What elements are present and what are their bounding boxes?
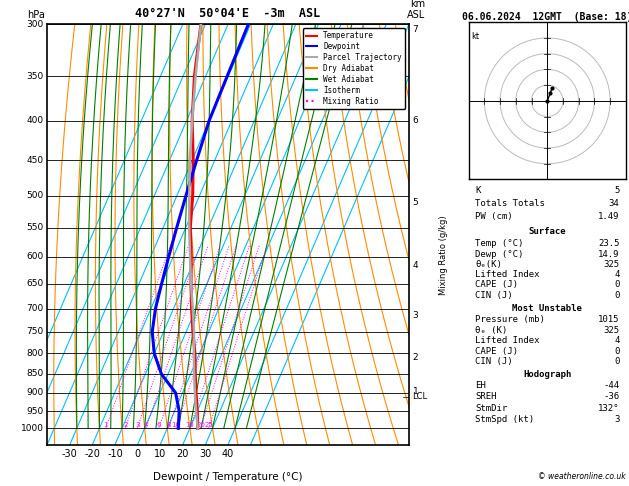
Text: 325: 325 xyxy=(603,260,620,269)
Text: 950: 950 xyxy=(26,407,43,416)
Text: PW (cm): PW (cm) xyxy=(475,212,513,221)
Text: StmSpd (kt): StmSpd (kt) xyxy=(475,415,534,424)
Text: LCL: LCL xyxy=(413,392,428,401)
Text: 6: 6 xyxy=(157,422,161,428)
Text: 5: 5 xyxy=(413,198,418,207)
Text: 0: 0 xyxy=(135,449,141,459)
Text: 750: 750 xyxy=(26,327,43,336)
Text: 5: 5 xyxy=(614,187,620,195)
Legend: Temperature, Dewpoint, Parcel Trajectory, Dry Adiabat, Wet Adiabat, Isotherm, Mi: Temperature, Dewpoint, Parcel Trajectory… xyxy=(303,28,405,109)
Text: Lifted Index: Lifted Index xyxy=(475,336,540,345)
Text: 1015: 1015 xyxy=(598,315,620,324)
Text: 0: 0 xyxy=(614,357,620,366)
Text: -10: -10 xyxy=(107,449,123,459)
Text: 4: 4 xyxy=(614,270,620,279)
Text: 3: 3 xyxy=(413,311,418,320)
Text: 1: 1 xyxy=(104,422,108,428)
Text: -44: -44 xyxy=(603,381,620,390)
Text: 450: 450 xyxy=(26,156,43,165)
Text: 14.9: 14.9 xyxy=(598,249,620,259)
Text: K: K xyxy=(475,187,481,195)
Text: 800: 800 xyxy=(26,349,43,358)
Text: © weatheronline.co.uk: © weatheronline.co.uk xyxy=(538,472,626,481)
Text: Hodograph: Hodograph xyxy=(523,370,571,379)
Text: 1000: 1000 xyxy=(21,424,43,433)
Text: 40: 40 xyxy=(222,449,234,459)
Text: 23.5: 23.5 xyxy=(598,239,620,248)
Text: SREH: SREH xyxy=(475,392,496,401)
Text: 7: 7 xyxy=(413,25,418,35)
Text: 650: 650 xyxy=(26,279,43,288)
Text: 500: 500 xyxy=(26,191,43,200)
Text: 350: 350 xyxy=(26,71,43,81)
Text: -36: -36 xyxy=(603,392,620,401)
Text: CIN (J): CIN (J) xyxy=(475,357,513,366)
Text: 3: 3 xyxy=(614,415,620,424)
Text: 900: 900 xyxy=(26,388,43,398)
Text: Dewp (°C): Dewp (°C) xyxy=(475,249,523,259)
Text: 20: 20 xyxy=(177,449,189,459)
Text: 700: 700 xyxy=(26,304,43,313)
Text: 4: 4 xyxy=(614,336,620,345)
Text: CAPE (J): CAPE (J) xyxy=(475,280,518,289)
Text: km
ASL: km ASL xyxy=(407,0,425,20)
Text: 40°27'N  50°04'E  -3m  ASL: 40°27'N 50°04'E -3m ASL xyxy=(135,7,321,20)
Text: EH: EH xyxy=(475,381,486,390)
Text: 400: 400 xyxy=(26,116,43,125)
Text: 8: 8 xyxy=(166,422,170,428)
Text: 3: 3 xyxy=(135,422,140,428)
Text: θₑ(K): θₑ(K) xyxy=(475,260,502,269)
Text: 6: 6 xyxy=(413,116,418,125)
Text: 20: 20 xyxy=(196,422,205,428)
Text: -20: -20 xyxy=(84,449,100,459)
Text: 10: 10 xyxy=(172,422,181,428)
Text: Pressure (mb): Pressure (mb) xyxy=(475,315,545,324)
Text: 325: 325 xyxy=(603,326,620,334)
Text: 1.49: 1.49 xyxy=(598,212,620,221)
Text: Most Unstable: Most Unstable xyxy=(512,304,582,313)
Text: 10: 10 xyxy=(154,449,166,459)
Text: 0: 0 xyxy=(614,347,620,356)
Text: 15: 15 xyxy=(186,422,194,428)
Text: kt: kt xyxy=(472,32,480,41)
Text: 30: 30 xyxy=(199,449,211,459)
Text: 600: 600 xyxy=(26,252,43,261)
Text: 850: 850 xyxy=(26,369,43,378)
Text: 34: 34 xyxy=(609,199,620,208)
Text: 1: 1 xyxy=(413,386,418,396)
Text: 25: 25 xyxy=(204,422,213,428)
Text: θₑ (K): θₑ (K) xyxy=(475,326,507,334)
Text: Mixing Ratio (g/kg): Mixing Ratio (g/kg) xyxy=(439,216,448,295)
Text: 132°: 132° xyxy=(598,403,620,413)
Text: 550: 550 xyxy=(26,223,43,232)
Text: Totals Totals: Totals Totals xyxy=(475,199,545,208)
Text: hPa: hPa xyxy=(27,10,45,20)
Text: 2: 2 xyxy=(123,422,128,428)
Text: StmDir: StmDir xyxy=(475,403,507,413)
Text: CAPE (J): CAPE (J) xyxy=(475,347,518,356)
Text: 4: 4 xyxy=(144,422,148,428)
Text: 0: 0 xyxy=(614,291,620,300)
Text: 0: 0 xyxy=(614,280,620,289)
Text: Lifted Index: Lifted Index xyxy=(475,270,540,279)
Text: Temp (°C): Temp (°C) xyxy=(475,239,523,248)
Text: 4: 4 xyxy=(413,260,418,270)
Text: 300: 300 xyxy=(26,20,43,29)
Text: 06.06.2024  12GMT  (Base: 18): 06.06.2024 12GMT (Base: 18) xyxy=(462,12,629,22)
Text: 2: 2 xyxy=(413,353,418,362)
Text: Surface: Surface xyxy=(528,227,566,236)
Text: Dewpoint / Temperature (°C): Dewpoint / Temperature (°C) xyxy=(153,472,303,482)
Text: CIN (J): CIN (J) xyxy=(475,291,513,300)
Text: -30: -30 xyxy=(62,449,77,459)
